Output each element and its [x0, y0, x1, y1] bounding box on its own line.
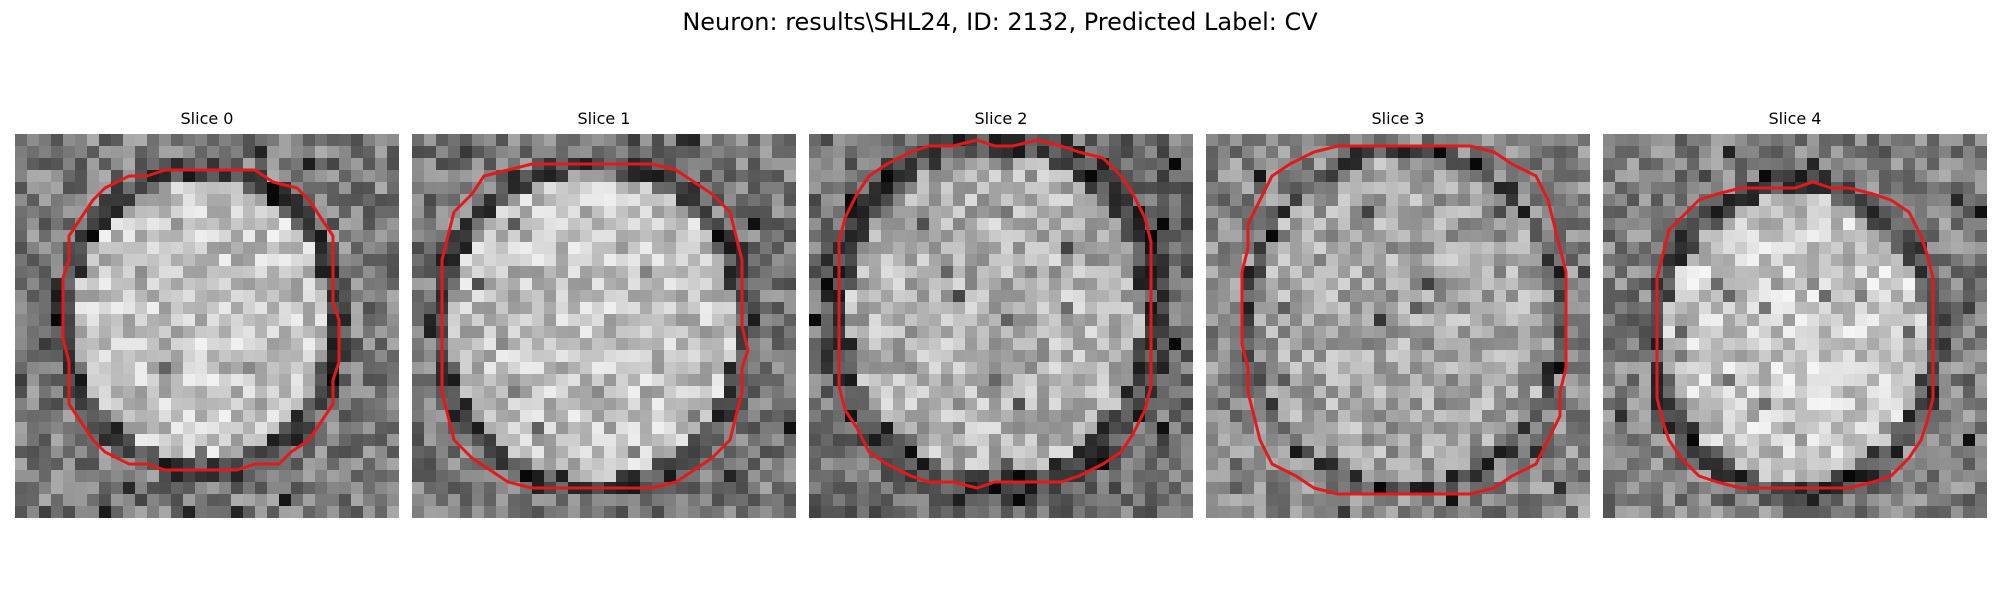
- slice-title-2: Slice 2: [974, 109, 1028, 128]
- slice-image-2: [809, 134, 1193, 518]
- slice-title-3: Slice 3: [1371, 109, 1425, 128]
- contour-outline: [837, 138, 1153, 490]
- figure-title: Neuron: results\SHL24, ID: 2132, Predict…: [682, 8, 1318, 36]
- slice-panel-0: Slice 0: [15, 0, 399, 600]
- slice-image-4: [1603, 134, 1987, 518]
- contour-outline: [61, 168, 341, 472]
- slice-panel-2: Slice 2: [809, 0, 1193, 600]
- slice-title-1: Slice 1: [577, 109, 631, 128]
- slice-panel-1: Slice 1: [412, 0, 796, 600]
- slice-image-3: [1206, 134, 1590, 518]
- slice-title-0: Slice 0: [180, 109, 234, 128]
- slice-panel-3: Slice 3: [1206, 0, 1590, 600]
- slice-image-0: [15, 134, 399, 518]
- contour-outline: [1655, 180, 1935, 490]
- contour-outline: [440, 162, 750, 490]
- slice-title-4: Slice 4: [1768, 109, 1822, 128]
- slice-image-1: [412, 134, 796, 518]
- slice-panel-4: Slice 4: [1603, 0, 1987, 600]
- contour-outline: [1240, 144, 1568, 496]
